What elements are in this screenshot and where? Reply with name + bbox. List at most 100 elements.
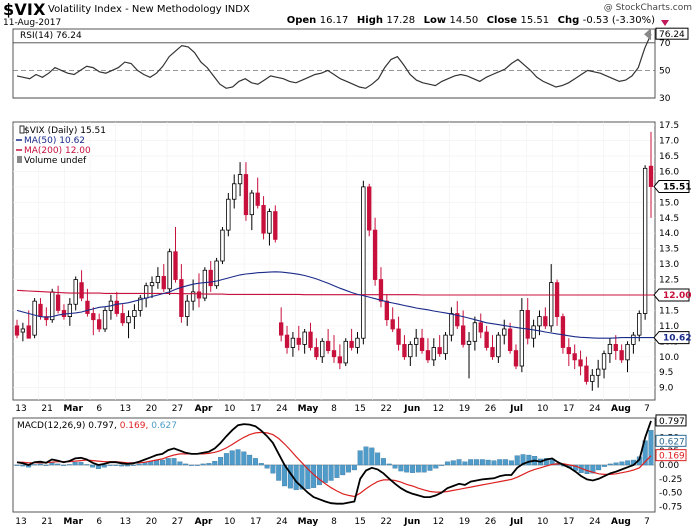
macd-x-axis-label: 27 (172, 517, 183, 527)
macd-legend-macd: 0.797, (88, 421, 120, 431)
candle-body (50, 291, 55, 321)
ma50-line (16, 271, 655, 339)
candle-body (601, 353, 607, 370)
macd-histogram-bar (520, 454, 526, 466)
candle-body (390, 319, 395, 330)
rsi-value-tag (655, 27, 689, 40)
macd-histogram-bar (212, 460, 218, 466)
price-x-axis-label: Aug (611, 404, 631, 414)
macd-tick: -0.50 (659, 489, 683, 499)
close-value: 15.51 (520, 15, 550, 26)
candle-body (220, 229, 225, 262)
candle-body (554, 282, 560, 318)
candle-body (631, 334, 636, 345)
macd-histogram-bar (223, 453, 229, 466)
candle-body (38, 303, 43, 318)
macd-tick: 0.00 (659, 461, 679, 471)
candle-body (349, 340, 354, 348)
candle-body (408, 343, 413, 358)
chart-date: 11-Aug-2017 (3, 18, 62, 28)
candle-body (185, 300, 190, 317)
candle-body (79, 282, 84, 299)
ma50-value-tag (653, 331, 690, 345)
macd-histogram-bar (369, 447, 375, 466)
macd-histogram-bar (165, 458, 171, 466)
price-tick: 13.0 (659, 260, 679, 270)
macd-histogram-bar (200, 463, 206, 466)
macd-histogram-bar (78, 462, 84, 466)
macd-histogram-bar (503, 459, 509, 466)
candle-body (460, 325, 466, 345)
price-tick: 10.0 (659, 353, 679, 363)
macd-histogram-bar (61, 464, 67, 466)
macd-x-axis-label: 13 (120, 517, 131, 527)
macd-histogram-bar (270, 464, 276, 474)
price-tick: 17.5 (659, 121, 679, 131)
ma50-value-tag-text: 10.62 (663, 334, 691, 344)
exchange-label: INDX (224, 4, 250, 15)
macd-x-axis-label: 17 (250, 517, 261, 527)
candle-body (14, 325, 20, 336)
price-x-axis-label: 24 (589, 404, 601, 414)
macd-histogram-bar (590, 464, 596, 474)
candle-body (543, 316, 548, 327)
candle-body (584, 365, 589, 382)
candle-body (190, 291, 196, 302)
candle-body (549, 282, 554, 327)
macd-x-axis-label: Jul (509, 517, 523, 527)
price-tick: 9.5 (659, 368, 673, 378)
macd-histogram-bar (218, 457, 224, 466)
macd-histogram-bar (415, 464, 421, 473)
candle-body (425, 350, 431, 361)
candle-body (355, 337, 360, 348)
candle-body (490, 347, 495, 358)
candle-body (595, 368, 601, 376)
rsi-tick-70: 70 (659, 39, 671, 49)
macd-legend-signal: 0.169, (120, 421, 152, 431)
price-x-axis-label: 22 (380, 404, 391, 414)
macd-x-axis-label: Aug (611, 517, 631, 527)
candle-body (167, 251, 172, 290)
price-legend-entry: MA(50) 10.62 (24, 136, 85, 146)
macd-x-axis-label: 22 (380, 517, 391, 527)
macd-x-axis-label: 10 (224, 517, 236, 527)
macd-histogram-bar (130, 464, 136, 466)
macd-x-axis-label: 13 (15, 517, 26, 527)
price-x-axis-label: 12 (433, 404, 444, 414)
macd-histogram-bar (421, 464, 427, 473)
macd-histogram-bar (305, 464, 311, 489)
price-x-axis-label: 13 (120, 404, 131, 414)
macd-histogram-bar (462, 461, 468, 466)
price-x-axis-label: 15 (354, 404, 365, 414)
candle-body (290, 337, 296, 348)
macd-x-axis-label: Jun (403, 517, 420, 527)
candle-body (267, 211, 272, 234)
candle-body (331, 350, 337, 358)
macd-histogram-bar (404, 464, 410, 473)
candle-body (343, 340, 348, 364)
rsi-tick-50: 50 (659, 66, 671, 76)
candle-body (237, 174, 243, 185)
macd-x-axis-label: 6 (96, 517, 102, 527)
candle-body (179, 279, 184, 317)
close-value-tag-text: 15.51 (663, 183, 691, 193)
watermark: @ StockCharts.com (603, 3, 692, 13)
security-name: Volatility Index - New Methodology INDX (48, 4, 250, 15)
macd-histogram-bar (410, 464, 416, 473)
macd-histogram-bar (316, 464, 322, 486)
macd-histogram-bar (607, 463, 613, 466)
macd-histogram-bar (456, 459, 462, 466)
candle-body (431, 347, 436, 361)
macd-histogram-bar (346, 464, 352, 473)
macd-x-axis-label: 10 (537, 517, 549, 527)
close-label: Close (486, 15, 518, 26)
macd-signal-line (17, 431, 652, 498)
macd-x-axis-label: 24 (276, 517, 288, 527)
macd-histogram-bar (66, 464, 72, 466)
candle-body (607, 343, 613, 355)
hist-value-tag (655, 434, 687, 447)
candle-body (478, 322, 483, 333)
ma200-value-tag-text: 12.00 (663, 291, 691, 301)
candle-body (613, 343, 618, 351)
